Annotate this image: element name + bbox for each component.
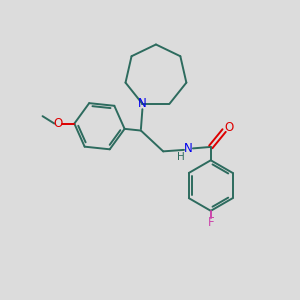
Text: N: N [138,97,147,110]
Text: O: O [224,121,233,134]
Text: F: F [208,216,214,229]
Text: H: H [177,152,185,162]
Text: N: N [184,142,193,155]
Text: O: O [53,117,63,130]
